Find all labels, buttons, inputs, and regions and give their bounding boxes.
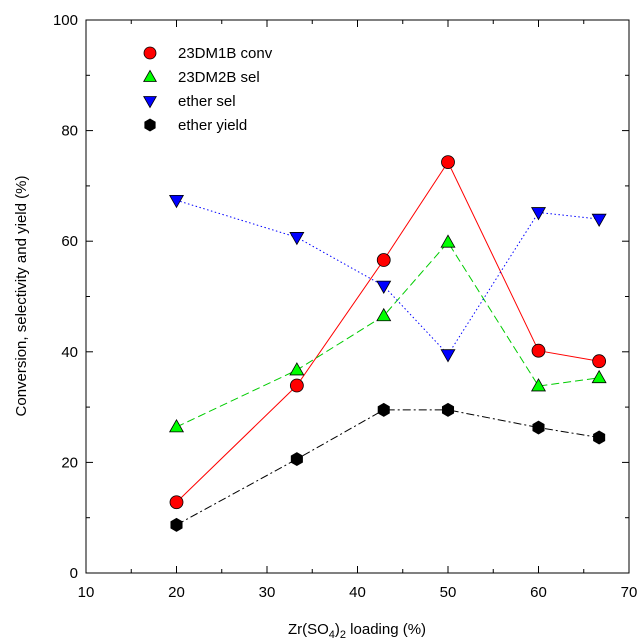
legend-marker-2: [143, 96, 157, 109]
y-tick-label: 80: [61, 123, 78, 140]
x-tick-label: 70: [621, 584, 638, 601]
data-point-0: [441, 155, 455, 170]
data-point-1: [440, 234, 456, 248]
data-point-3: [170, 517, 183, 532]
legend-marker-3: [144, 118, 156, 132]
x-tick-label: 40: [349, 584, 366, 601]
x-tick-label: 10: [78, 584, 95, 601]
y-tick-label: 60: [61, 233, 78, 250]
series-line-0: [176, 161, 600, 503]
data-point-2: [289, 232, 305, 246]
data-point-0: [376, 253, 391, 267]
data-point-1: [168, 419, 185, 433]
x-axis-label-part: loading (%): [346, 621, 426, 638]
data-point-3: [290, 452, 303, 467]
data-point-0: [531, 343, 546, 358]
x-tick-label: 60: [530, 584, 547, 601]
x-axis-label-part: 2: [340, 629, 346, 641]
plot-frame: [85, 19, 630, 574]
data-point-2: [376, 280, 392, 294]
y-tick-label: 20: [61, 454, 78, 471]
data-point-1: [530, 378, 547, 392]
data-point-0: [169, 495, 184, 510]
legend: 23DM1B conv 23DM2B sel ether sel ether yiel…: [143, 45, 273, 134]
data-point-3: [377, 402, 390, 417]
data-point-3: [532, 420, 545, 435]
data-point-0: [592, 354, 607, 369]
x-axis-label-part: ): [335, 621, 340, 638]
series-markers: [168, 155, 607, 532]
y-tick-label: 0: [70, 565, 78, 582]
x-tick-label: 20: [168, 584, 185, 601]
legend-label-2: ether sel: [178, 93, 236, 110]
x-axis-label-part: Zr(SO: [288, 621, 329, 638]
data-point-2: [168, 195, 185, 209]
data-point-1: [591, 369, 607, 384]
data-point-0: [289, 378, 304, 393]
series-lines: [176, 161, 600, 526]
legend-label-0: 23DM1B conv: [178, 45, 273, 62]
series-line-2: [176, 199, 600, 356]
legend-label-3: ether yield: [178, 117, 247, 134]
x-tick-label: 50: [440, 584, 457, 601]
data-point-3: [441, 402, 455, 417]
x-tick-label: 30: [259, 584, 276, 601]
data-point-1: [376, 307, 392, 322]
data-point-3: [593, 430, 606, 445]
x-axis-label: Zr(SO4)2 loading (%): [288, 621, 426, 641]
legend-marker-1: [143, 69, 157, 82]
legend-label-1: 23DM2B sel: [178, 69, 260, 86]
data-point-2: [591, 213, 607, 228]
data-point-2: [440, 349, 456, 363]
y-tick-label: 100: [53, 12, 78, 29]
legend-marker-0: [143, 46, 157, 60]
series-line-1: [176, 241, 600, 428]
series-line-3: [176, 409, 600, 526]
data-point-2: [530, 207, 547, 221]
data-point-1: [289, 362, 305, 376]
axis-ticks: 10 20 30 40 50 60 70 0 20 40 60 80 100: [53, 12, 637, 601]
y-axis-label: Conversion, selectivity and yield (%): [13, 176, 30, 417]
x-axis-label-part: 4: [329, 629, 335, 641]
y-tick-label: 40: [61, 344, 78, 361]
